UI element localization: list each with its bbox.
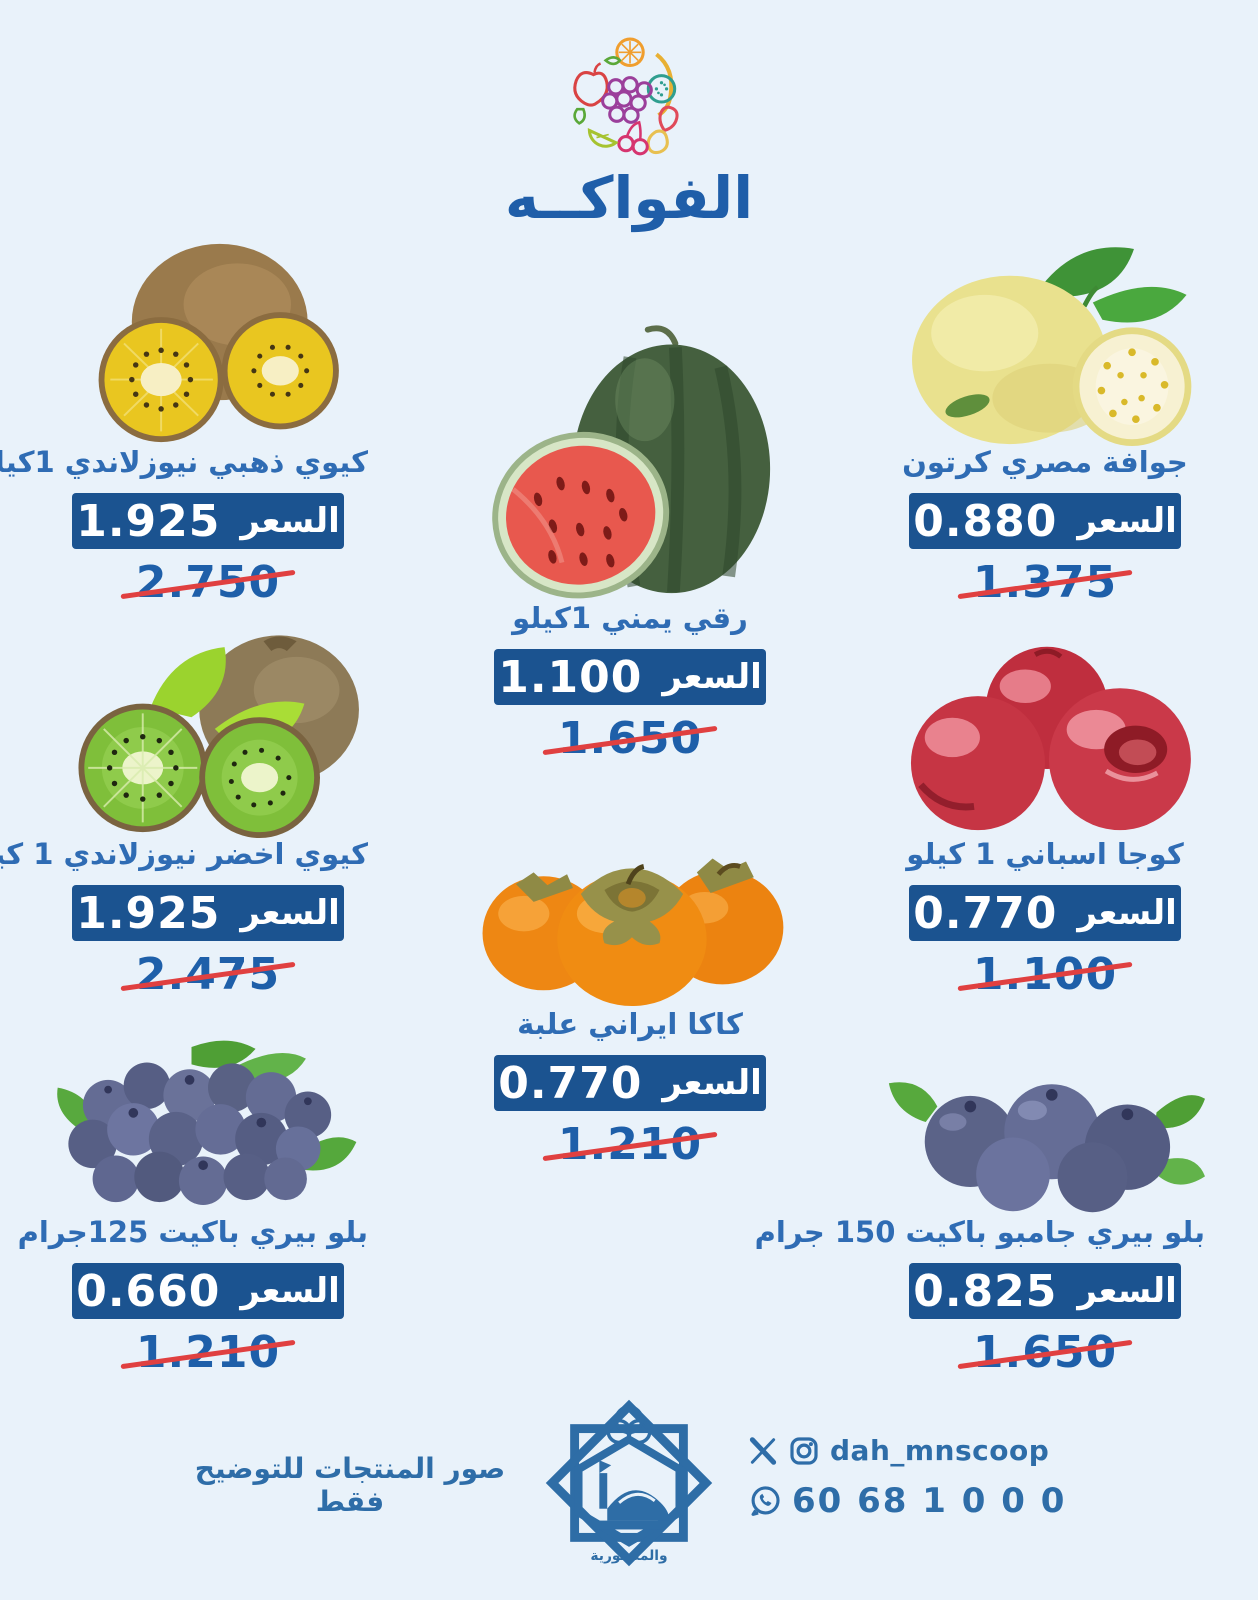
price-value: 0.825 — [913, 1265, 1058, 1317]
price-badge: السعر 0.880 — [909, 493, 1181, 550]
old-price: 1.650 — [557, 713, 703, 765]
watermelon-image — [470, 298, 790, 602]
old-price: 1.210 — [557, 1119, 703, 1171]
green-kiwi-image — [48, 610, 368, 838]
old-price: 1.210 — [135, 1327, 281, 1379]
coop-logo: والمنصورية — [540, 1382, 718, 1584]
product-name: كاكا ايراني علبة — [517, 1007, 743, 1041]
product-card-guava: جوافة مصري كرتون السعر 0.880 1.375 — [885, 222, 1205, 608]
phone-number: 60 68 1 0 0 0 — [792, 1481, 1067, 1521]
social-block: dah_mnscoop 60 68 1 0 0 0 — [748, 1434, 1168, 1535]
product-card-green-kiwi: كيوي اخضر نيوزلاندي 1 كيلو السعر 1.925 2… — [0, 610, 368, 1001]
phone-row: 60 68 1 0 0 0 — [748, 1481, 1168, 1521]
persimmon-image — [470, 826, 790, 1008]
price-label: السعر — [240, 501, 340, 542]
whatsapp-icon — [751, 1486, 780, 1516]
price-badge: السعر 1.925 — [72, 493, 344, 550]
price-badge: السعر 0.660 — [72, 1263, 344, 1320]
price-label: السعر — [240, 1271, 340, 1312]
price-label: السعر — [1077, 1271, 1177, 1312]
product-card-spanish-plum: كوجا اسباني 1 كيلو السعر 0.770 1.100 — [885, 616, 1205, 1000]
disclaimer-text: صور المنتجات للتوضيح فقط — [194, 1452, 506, 1518]
price-value: 1.925 — [76, 495, 221, 547]
product-card-blueberry-150: بلو بيري جامبو باكيت 150 جرام السعر 0.82… — [754, 1032, 1205, 1379]
price-value: 0.660 — [76, 1265, 221, 1317]
price-badge: السعر 0.770 — [909, 885, 1181, 942]
price-badge: السعر 1.100 — [494, 649, 766, 706]
blueberry-jumbo-image — [885, 1032, 1205, 1216]
fruits-circle-logo-icon — [560, 34, 698, 166]
product-card-blueberry-125: بلو بيري باكيت 125جرام السعر 0.660 1.210 — [17, 1012, 368, 1379]
product-name: بلو بيري جامبو باكيت 150 جرام — [754, 1215, 1205, 1249]
price-badge: السعر 1.925 — [72, 885, 344, 942]
old-price: 1.100 — [972, 949, 1118, 1001]
price-value: 0.770 — [498, 1057, 643, 1109]
product-name: كيوي ذهبي نيوزلاندي 1كيلو — [0, 445, 368, 479]
price-label: السعر — [1077, 501, 1177, 542]
product-card-persimmon: كاكا ايراني علبة السعر 0.770 1.210 — [470, 826, 790, 1170]
product-name: جوافة مصري كرتون — [902, 445, 1188, 479]
guava-image — [885, 222, 1205, 446]
old-price: 1.375 — [972, 557, 1118, 609]
plum-image — [885, 616, 1205, 838]
price-label: السعر — [662, 1063, 762, 1104]
product-name: كيوي اخضر نيوزلاندي 1 كيلو — [0, 837, 368, 871]
price-value: 1.925 — [76, 887, 221, 939]
price-value: 0.880 — [913, 495, 1058, 547]
old-price: 2.750 — [135, 557, 281, 609]
social-handle: dah_mnscoop — [830, 1434, 1050, 1467]
instagram-icon — [790, 1436, 818, 1465]
old-price: 1.650 — [972, 1327, 1118, 1379]
golden-kiwi-image — [48, 228, 368, 446]
price-label: السعر — [1077, 893, 1177, 934]
price-label: السعر — [662, 657, 762, 698]
product-name: كوجا اسباني 1 كيلو — [906, 837, 1184, 871]
product-card-golden-kiwi: كيوي ذهبي نيوزلاندي 1كيلو السعر 1.925 2.… — [0, 228, 368, 609]
blueberry-image — [48, 1012, 368, 1216]
price-badge: السعر 0.770 — [494, 1055, 766, 1112]
old-price: 2.475 — [135, 949, 281, 1001]
x-icon — [749, 1436, 777, 1465]
price-value: 1.100 — [498, 651, 643, 703]
page-title: الفواكــه — [504, 164, 754, 232]
product-name: رقي يمني 1كيلو — [512, 601, 748, 635]
price-label: السعر — [240, 893, 340, 934]
product-card-watermelon: رقي يمني 1كيلو السعر 1.100 1.650 — [470, 298, 790, 764]
price-badge: السعر 0.825 — [909, 1263, 1181, 1320]
social-handle-row: dah_mnscoop — [748, 1434, 1168, 1467]
price-value: 0.770 — [913, 887, 1058, 939]
coop-logo-text: والمنصورية — [590, 1548, 667, 1564]
product-name: بلو بيري باكيت 125جرام — [17, 1215, 368, 1249]
